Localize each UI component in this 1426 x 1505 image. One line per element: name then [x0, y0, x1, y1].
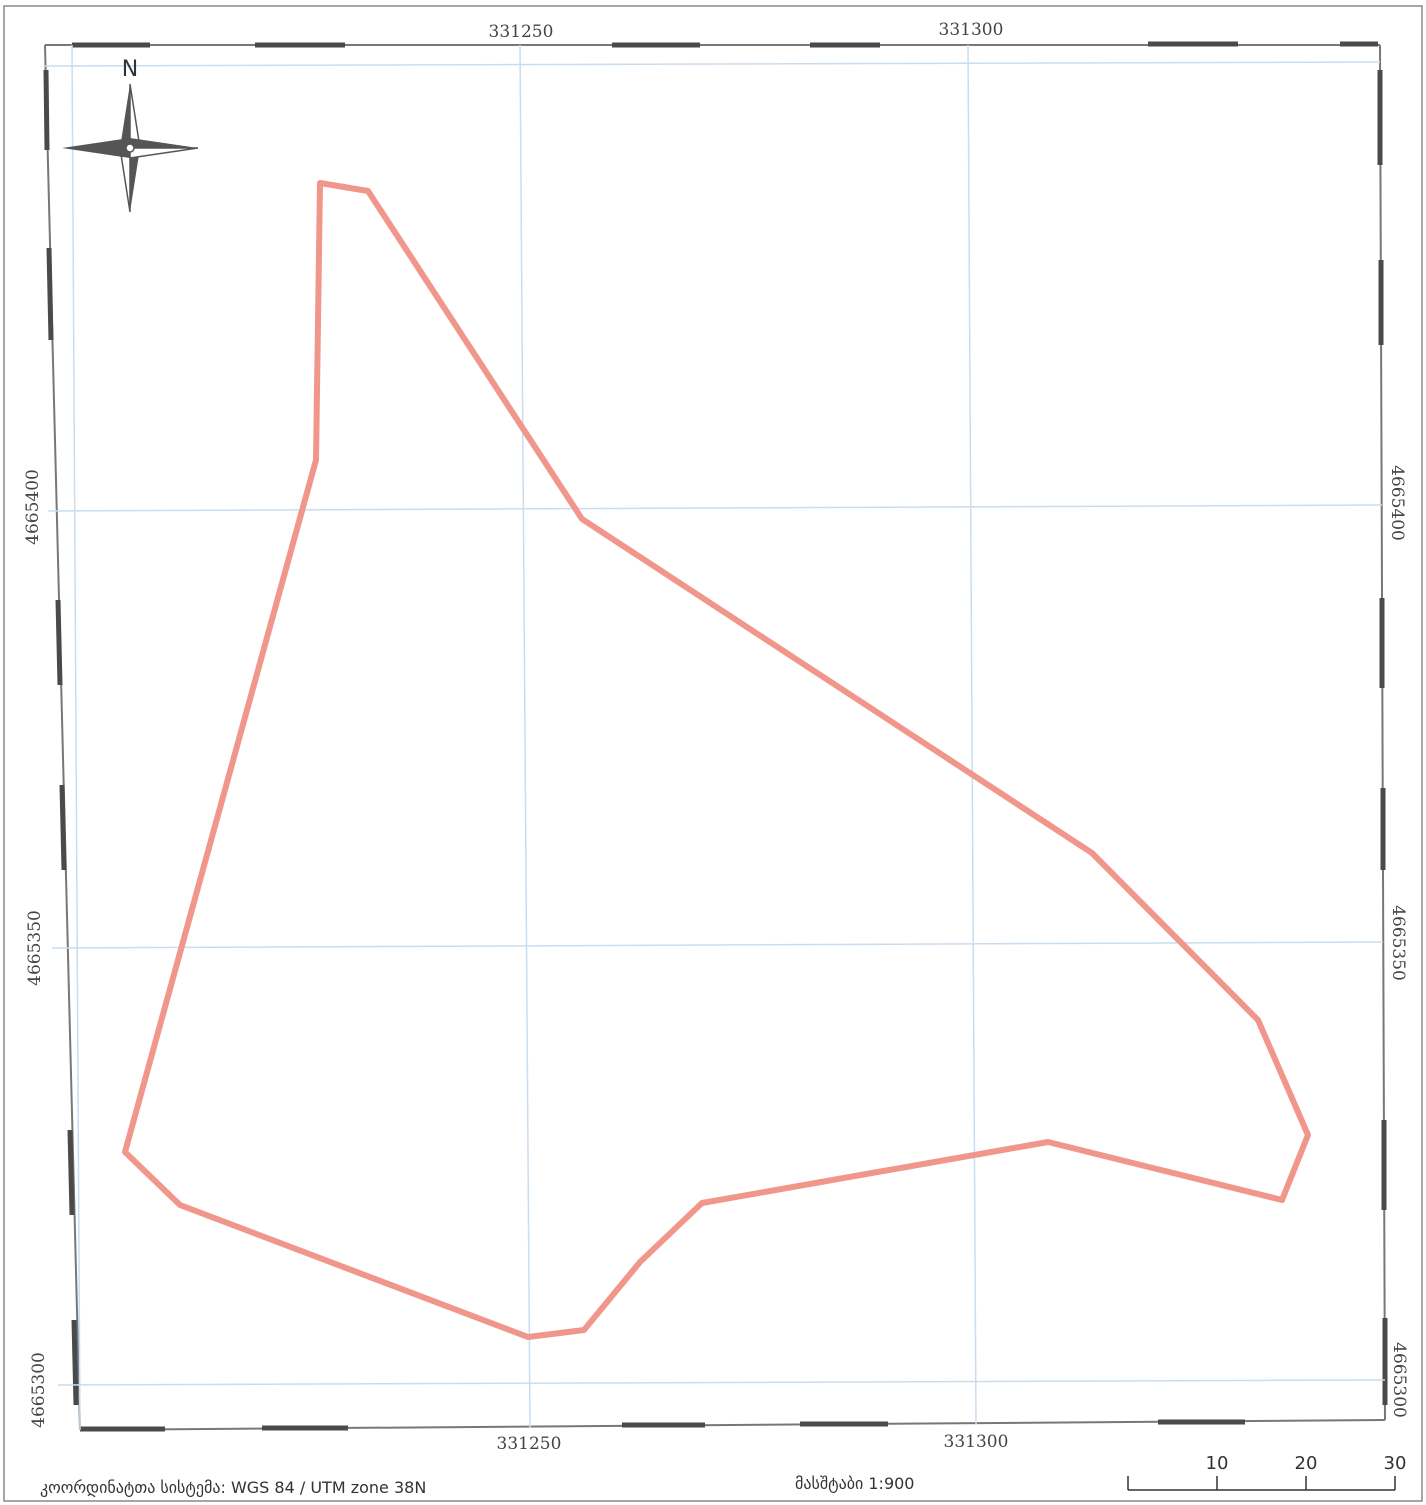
- left-label-4665350: 4665350: [25, 910, 45, 986]
- map-frame: [44, 44, 1386, 1431]
- scale-text: მასშტაბი 1:900: [795, 1474, 914, 1493]
- scale-label-10: 10: [1206, 1453, 1229, 1474]
- grid-lines: [47, 44, 1386, 1429]
- grid-line-y-4665300: [57, 1379, 1386, 1386]
- grid-line-x-331300: [967, 44, 977, 1425]
- scale-label-20: 20: [1295, 1453, 1318, 1474]
- right-label-4665400: 4665400: [1387, 465, 1407, 541]
- bottom-label-331250: 331250: [497, 1434, 562, 1454]
- grid-line-x-331250: [519, 44, 531, 1429]
- left-label-4665300: 4665300: [29, 1352, 49, 1428]
- left-label-4665400: 4665400: [23, 469, 43, 545]
- grid-line-y-4665400: [47, 504, 1383, 512]
- crs-text: კოორდინატთა სისტემა: WGS 84 / UTM zone 3…: [40, 1478, 426, 1497]
- scale-bar: 10 20 30: [1127, 1453, 1407, 1491]
- inner-frame: [44, 44, 1381, 1431]
- right-label-4665300: 4665300: [1389, 1342, 1409, 1418]
- grid-line-y-4665350: [51, 941, 1384, 949]
- top-label-331300: 331300: [939, 20, 1004, 40]
- page-border: [3, 5, 1423, 1502]
- north-label: N: [122, 57, 138, 82]
- scale-label-30: 30: [1384, 1453, 1407, 1474]
- bottom-label-331300: 331300: [944, 1432, 1009, 1452]
- right-label-4665350: 4665350: [1388, 905, 1408, 981]
- north-arrow-icon: N: [62, 57, 199, 213]
- frame-dashes: [43, 41, 1388, 1432]
- top-label-331250: 331250: [489, 22, 554, 42]
- parcel-boundary: [122, 180, 1311, 1340]
